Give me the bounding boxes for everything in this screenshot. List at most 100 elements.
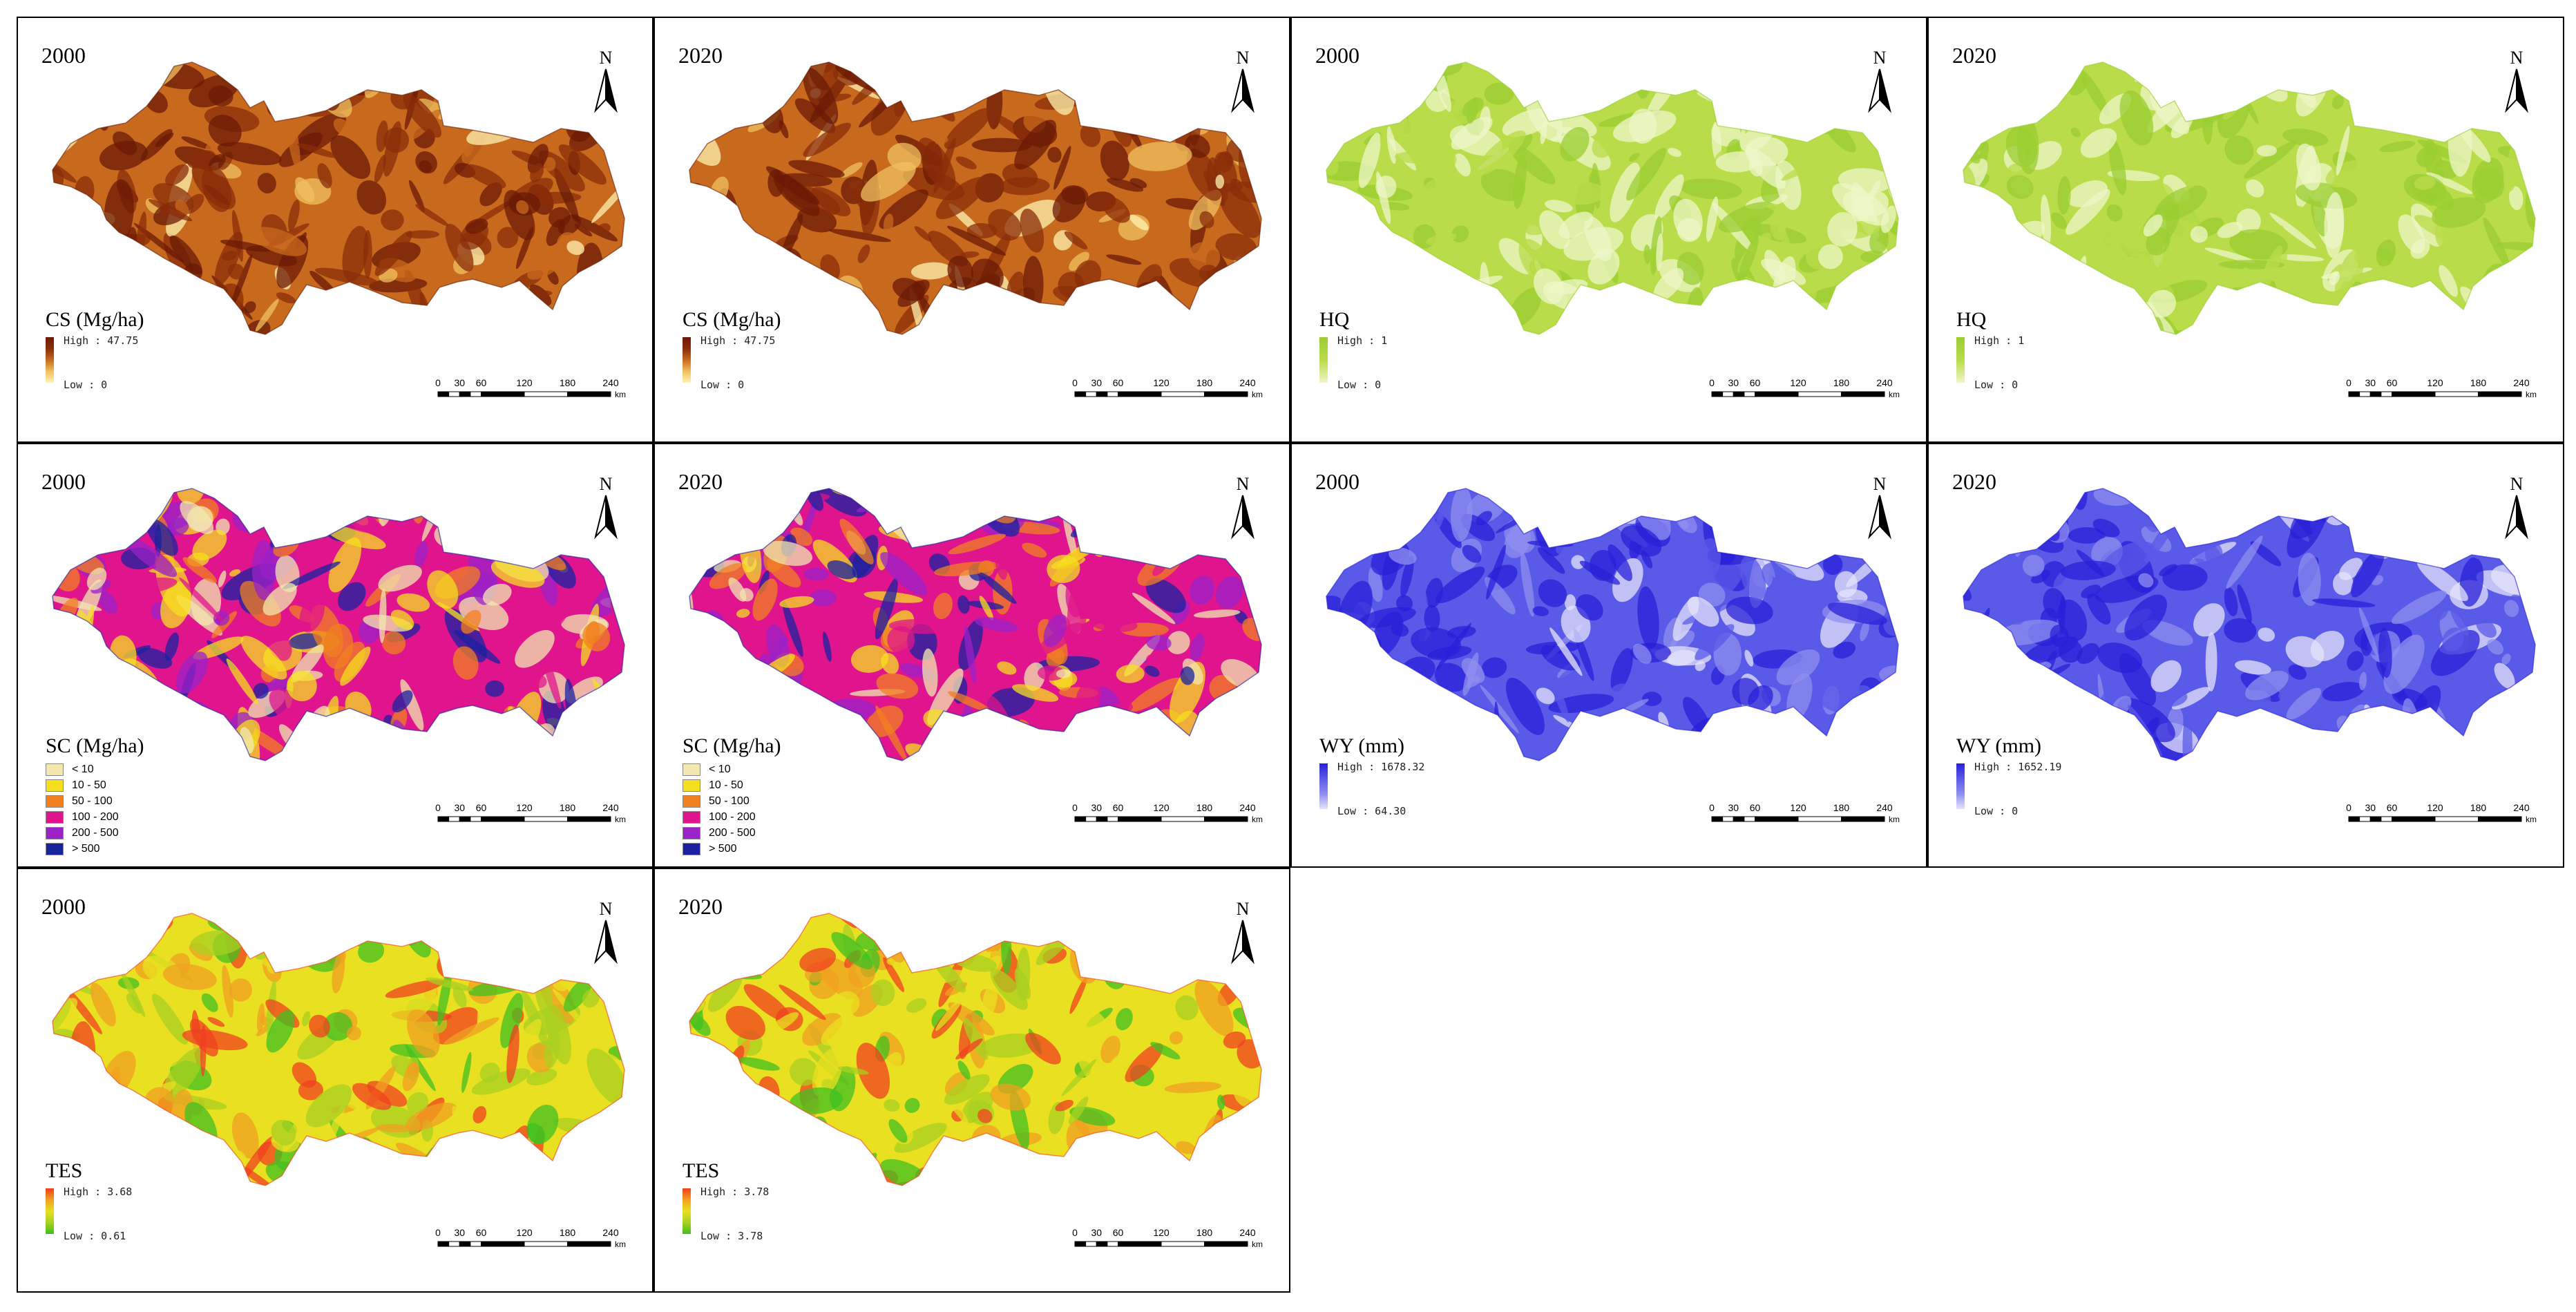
scale-tick-label: 180	[2470, 802, 2487, 813]
scale-tick-label: 30	[1728, 377, 1739, 388]
region-map	[689, 488, 1262, 761]
legend-class-label: 10 - 50	[709, 779, 743, 791]
legend-color-ramp	[46, 1188, 54, 1234]
scale-tick-label: 180	[2470, 377, 2487, 388]
legend-swatch	[46, 795, 64, 808]
legend-high-label: High : 3.68	[64, 1186, 133, 1198]
legend-swatch	[683, 843, 700, 855]
scale-tick-label: 180	[560, 802, 576, 813]
scale-tick-label: 180	[1196, 802, 1213, 813]
legend-class: > 500	[46, 843, 144, 855]
scale-tick-label: 30	[2365, 802, 2376, 813]
legend-class: 10 - 50	[46, 779, 144, 792]
legend-low-label: Low : 64.30	[1337, 805, 1406, 817]
scale-tick-label: 180	[560, 1227, 576, 1238]
legend-class-label: 50 - 100	[709, 795, 750, 807]
legend-high-label: High : 1678.32	[1337, 761, 1425, 773]
north-label: N	[1237, 474, 1250, 494]
scale-tick-label: 240	[2513, 377, 2530, 388]
legend-swatch	[46, 843, 64, 855]
year-label: 2020	[678, 43, 723, 68]
scale-unit: km	[615, 815, 626, 824]
scale-tick-label: 240	[1876, 802, 1893, 813]
scale-tick-label: 60	[1750, 377, 1761, 388]
legend: CS (Mg/ha) High : 47.75 Low : 0	[46, 308, 144, 391]
scale-tick-label: 240	[1239, 1227, 1256, 1238]
legend-class: > 500	[683, 843, 781, 855]
scale-tick-label: 0	[1709, 377, 1715, 388]
legend-low-label: Low : 0	[1337, 379, 1382, 391]
scale-tick-label: 120	[1790, 377, 1806, 388]
legend: SC (Mg/ha) < 10 10 - 50 50 - 100 100 - 200 20…	[683, 734, 781, 855]
year-label: 2020	[678, 469, 723, 494]
legend-class-label: 50 - 100	[72, 795, 113, 807]
scale-tick-label: 60	[1113, 1227, 1124, 1238]
legend-low-label: Low : 0	[1974, 379, 2019, 391]
region-map	[689, 913, 1262, 1186]
scale-bar: 0 30 60 120 180 240 km	[1072, 802, 1263, 824]
legend-class: 10 - 50	[683, 779, 781, 792]
north-arrow-icon: N	[594, 899, 618, 964]
legend-low-label: Low : 0	[700, 379, 745, 391]
region-map	[52, 61, 625, 335]
map-panel-wy2000: 2000 N WY (mm) High : 1678.32 Low : 64.30 0 30…	[1290, 443, 1927, 868]
scale-tick-label: 60	[1113, 377, 1124, 388]
north-arrow-icon: N	[1231, 474, 1254, 540]
region-map	[1963, 488, 2536, 761]
scale-unit: km	[1252, 815, 1263, 824]
north-label: N	[600, 474, 613, 494]
scale-tick-label: 30	[1091, 1227, 1102, 1238]
legend-title: HQ	[1319, 308, 1350, 331]
legend-low-label: Low : 0	[64, 379, 108, 391]
scale-tick-label: 30	[454, 377, 465, 388]
scale-tick-label: 120	[2427, 802, 2443, 813]
legend: HQ High : 1 Low : 0	[1956, 308, 2024, 391]
legend-high-label: High : 47.75	[64, 334, 139, 347]
north-label: N	[1873, 48, 1887, 68]
scale-tick-label: 240	[602, 377, 619, 388]
year-label: 2000	[1315, 469, 1359, 494]
scale-bar: 0 30 60 120 180 240 km	[2346, 802, 2537, 824]
scale-unit: km	[2526, 390, 2537, 399]
region-map	[52, 488, 625, 761]
scale-tick-label: 120	[2427, 377, 2443, 388]
legend-class-label: 200 - 500	[72, 827, 119, 839]
scale-tick-label: 120	[1153, 1227, 1170, 1238]
legend: TES High : 3.68 Low : 0.61	[46, 1159, 132, 1242]
legend-class-label: < 10	[72, 763, 94, 775]
legend-swatch	[683, 763, 700, 776]
legend-class-label: 100 - 200	[72, 811, 119, 823]
scale-tick-label: 0	[1709, 802, 1715, 813]
north-arrow-icon: N	[594, 474, 618, 540]
legend-title: CS (Mg/ha)	[46, 308, 144, 331]
legend-swatch	[46, 763, 64, 776]
legend-low-label: Low : 0	[1974, 805, 2019, 817]
scale-bar: 0 30 60 120 180 240 km	[1709, 377, 1900, 399]
legend: WY (mm) High : 1652.19 Low : 0	[1956, 734, 2061, 817]
legend-class: 100 - 200	[683, 811, 781, 824]
map-panel-hq2020: 2020 N HQ High : 1 Low : 0 0 30 60 120 180 240 km	[1927, 17, 2564, 443]
north-arrow-icon: N	[1868, 474, 1891, 540]
year-label: 2000	[1315, 43, 1359, 68]
scale-tick-label: 0	[1072, 802, 1078, 813]
region-map	[689, 61, 1262, 335]
north-arrow-icon: N	[2505, 48, 2528, 113]
legend-class-label: 10 - 50	[72, 779, 106, 791]
legend-class: 100 - 200	[46, 811, 144, 824]
map-panel-sc2000: 2000 N SC (Mg/ha) < 10 10 - 50 50 - 100 100 - …	[17, 443, 653, 868]
legend-high-label: High : 3.78	[700, 1186, 770, 1198]
north-label: N	[600, 899, 613, 919]
scale-tick-label: 240	[602, 802, 619, 813]
scale-tick-label: 0	[435, 1227, 441, 1238]
scale-unit: km	[615, 1239, 626, 1249]
legend-class-label: > 500	[72, 843, 100, 855]
legend-color-ramp	[46, 337, 54, 383]
legend-class-label: > 500	[709, 843, 737, 855]
scale-tick-label: 60	[1750, 802, 1761, 813]
scale-tick-label: 30	[1091, 377, 1102, 388]
scale-tick-label: 30	[1091, 802, 1102, 813]
legend-class-label: 200 - 500	[709, 827, 756, 839]
region-map	[1963, 61, 2536, 335]
north-arrow-icon: N	[1231, 48, 1254, 113]
legend-swatch	[46, 811, 64, 824]
